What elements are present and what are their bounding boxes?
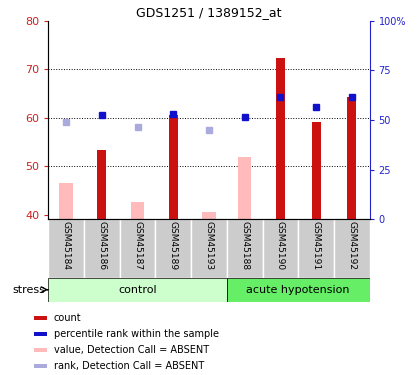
Bar [34, 316, 47, 320]
Bar [48, 219, 84, 278]
Bar [202, 212, 216, 219]
Bar [276, 58, 285, 219]
Bar [227, 219, 262, 278]
Bar [120, 219, 155, 278]
Text: GSM45191: GSM45191 [312, 221, 320, 270]
Bar [262, 219, 298, 278]
Text: GSM45189: GSM45189 [169, 221, 178, 270]
Bar [34, 348, 47, 352]
Bar [227, 278, 370, 302]
Text: percentile rank within the sample: percentile rank within the sample [54, 329, 219, 339]
Text: control: control [118, 285, 157, 295]
Title: GDS1251 / 1389152_at: GDS1251 / 1389152_at [136, 6, 282, 20]
Bar [312, 122, 320, 219]
Text: stress: stress [13, 285, 45, 295]
Text: GSM45184: GSM45184 [62, 221, 71, 270]
Bar [155, 219, 191, 278]
Bar [191, 219, 227, 278]
Bar [97, 150, 106, 219]
Text: GSM45187: GSM45187 [133, 221, 142, 270]
Bar [34, 364, 47, 368]
Bar [238, 158, 252, 219]
Bar [334, 219, 370, 278]
Text: GSM45192: GSM45192 [347, 221, 356, 270]
Text: GSM45188: GSM45188 [240, 221, 249, 270]
Text: acute hypotension: acute hypotension [247, 285, 350, 295]
Text: GSM45193: GSM45193 [205, 221, 213, 270]
Bar [169, 115, 178, 219]
Text: GSM45190: GSM45190 [276, 221, 285, 270]
Text: count: count [54, 313, 81, 323]
Bar [131, 202, 144, 219]
Bar [347, 97, 356, 219]
Bar [84, 219, 120, 278]
Bar [48, 278, 227, 302]
Text: rank, Detection Call = ABSENT: rank, Detection Call = ABSENT [54, 361, 204, 371]
Bar [298, 219, 334, 278]
Bar [34, 332, 47, 336]
Text: GSM45186: GSM45186 [97, 221, 106, 270]
Bar [59, 183, 73, 219]
Text: value, Detection Call = ABSENT: value, Detection Call = ABSENT [54, 345, 209, 355]
